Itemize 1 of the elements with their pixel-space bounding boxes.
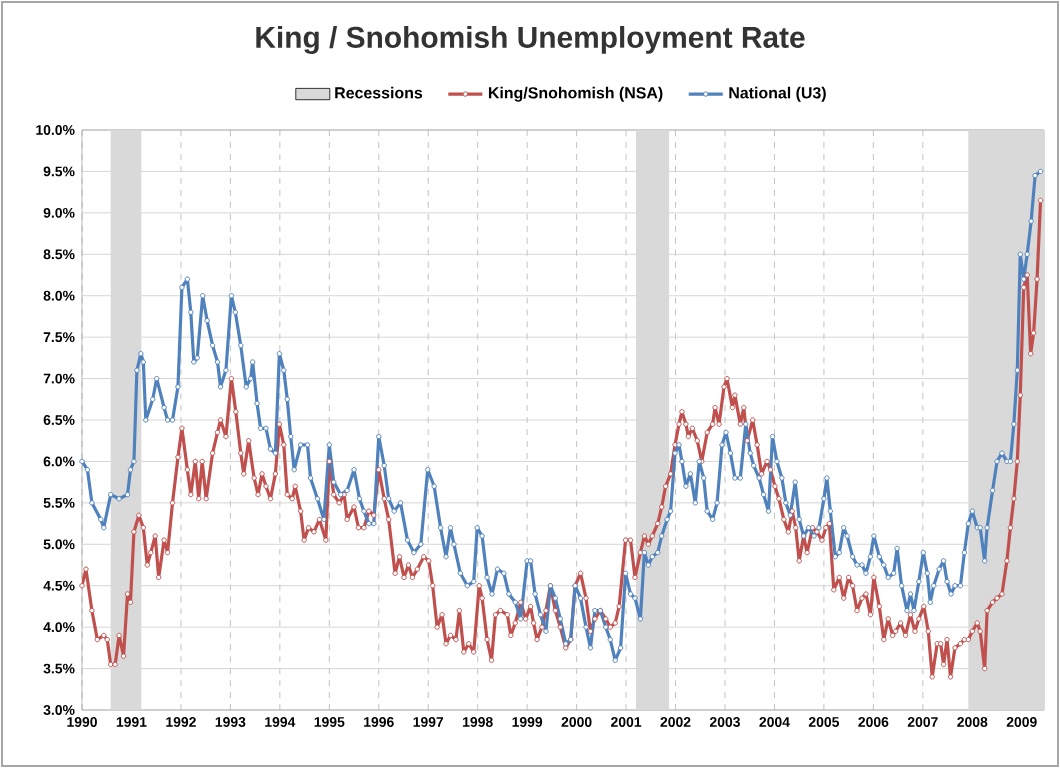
chart-title: King / Snohomish Unemployment Rate (256, 26, 805, 54)
